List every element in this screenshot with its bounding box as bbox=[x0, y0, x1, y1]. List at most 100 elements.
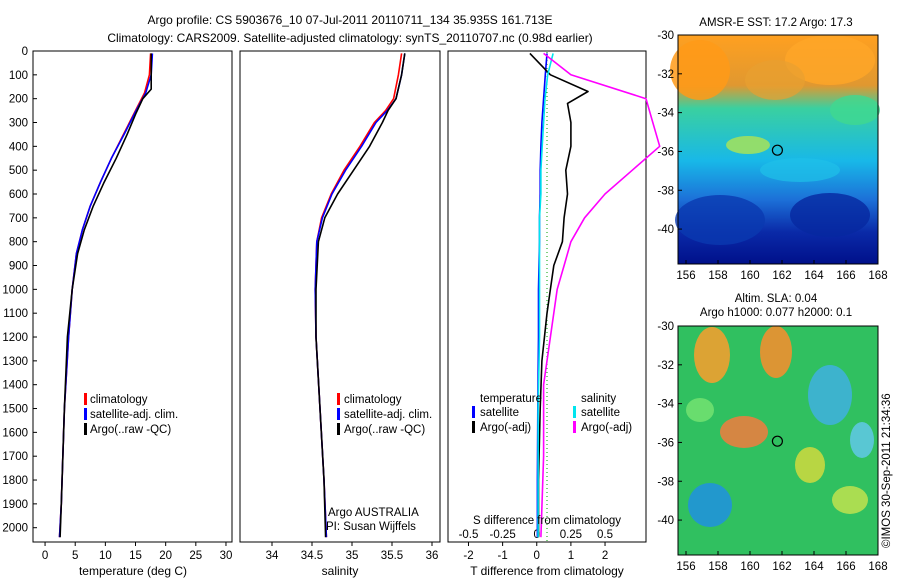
sla-map-lat-tick-label: -34 bbox=[657, 399, 674, 411]
t-difference-label: T difference from climatology bbox=[470, 564, 624, 578]
salinity-axes-frame bbox=[239, 50, 441, 543]
depth-tick-label: 600 bbox=[9, 189, 28, 201]
sla-map-lon-tick-label: 162 bbox=[772, 561, 791, 573]
sst-map-lat-tick-label: -40 bbox=[657, 224, 674, 236]
temperature-x-tick-label: 15 bbox=[129, 550, 142, 562]
depth-tick-label: 300 bbox=[9, 118, 28, 130]
temperature-panel: 0100200300400500600700800900100011001200… bbox=[2, 46, 233, 578]
depth-tick-label: 200 bbox=[9, 94, 28, 106]
sst-map-frame bbox=[677, 34, 879, 265]
legend-label-climatology: climatology bbox=[90, 394, 148, 406]
depth-tick-label: 700 bbox=[9, 213, 28, 225]
sla-map-lat-tick-label: -32 bbox=[657, 360, 674, 372]
sla-map-lon-tick-label: 156 bbox=[676, 561, 695, 573]
sst-map-lon-tick-label: 162 bbox=[772, 270, 791, 282]
sla-map-axes: 156 158 160 162 164 166 168 -30 -32 -34 -36 -38 -40 bbox=[657, 321, 887, 573]
depth-tick-label: 1400 bbox=[2, 380, 28, 392]
difference-s-tick-label: 0.5 bbox=[597, 529, 613, 541]
difference-series-3 bbox=[540, 52, 661, 538]
sla-map-lat-tick-label: -38 bbox=[657, 476, 674, 488]
salinity-x-axis: 34 34.5 35 35.5 36 bbox=[266, 542, 439, 562]
legend-swatch-t-argo bbox=[472, 421, 475, 433]
sst-map-lat-tick-label: -30 bbox=[657, 30, 674, 42]
sla-map-lat-tick-label: -30 bbox=[657, 321, 674, 333]
legend-swatch-t-satellite bbox=[472, 406, 475, 418]
salinity-series-2 bbox=[315, 53, 406, 538]
sst-map-lon-tick-label: 156 bbox=[676, 270, 695, 282]
difference-series-1 bbox=[529, 52, 589, 538]
temperature-x-tick-label: 0 bbox=[42, 550, 48, 562]
depth-tick-label: 1900 bbox=[2, 499, 28, 511]
temperature-legend: climatology satellite-adj. clim. Argo(..… bbox=[84, 393, 178, 436]
sla-map-lat-tick-label: -36 bbox=[657, 437, 674, 449]
depth-tick-label: 1200 bbox=[2, 332, 28, 344]
sst-map-lon-tick-label: 164 bbox=[804, 270, 824, 282]
difference-t-tick-label: 0 bbox=[534, 550, 540, 562]
sst-map-lat-tick-label: -36 bbox=[657, 146, 674, 158]
depth-tick-label: 800 bbox=[9, 237, 28, 249]
difference-legend: temperature salinity satellite Argo(-adj… bbox=[472, 393, 632, 434]
sla-map-lon-tick-label: 158 bbox=[708, 561, 727, 573]
s-difference-label: S difference from climatology bbox=[473, 515, 621, 527]
depth-tick-label: 1800 bbox=[2, 475, 28, 487]
legend-label-satellite: satellite-adj. clim. bbox=[90, 409, 178, 421]
legend-swatch-s-argo bbox=[573, 421, 576, 433]
sst-map-lon-tick-label: 166 bbox=[836, 270, 855, 282]
legend-label-s-satellite: satellite bbox=[581, 407, 620, 419]
legend-label-argo: Argo(..raw -QC) bbox=[344, 424, 425, 436]
figure-title-line1: Argo profile: CS 5903676_10 07-Jul-2011 … bbox=[148, 13, 553, 27]
depth-axis: 0 100 200 300 400 500 600 700 800 900 1000 1100 1200… bbox=[2, 46, 37, 535]
sla-map-frame bbox=[677, 325, 879, 556]
salinity-x-tick-label: 35.5 bbox=[381, 550, 403, 562]
legend-swatch-s-satellite bbox=[573, 406, 576, 418]
difference-t-tick-label: -2 bbox=[463, 550, 473, 562]
imos-watermark: ©IMOS 30-Sep-2011 21:34:36 bbox=[881, 393, 893, 548]
salinity-series bbox=[314, 53, 406, 538]
temperature-x-tick-label: 25 bbox=[189, 550, 202, 562]
float-program-label: Argo AUSTRALIA bbox=[328, 507, 419, 519]
temperature-series-2 bbox=[59, 53, 152, 538]
sst-map-title: AMSR-E SST: 17.2 Argo: 17.3 bbox=[699, 17, 852, 29]
legend-label-s-argo: Argo(-adj) bbox=[581, 422, 632, 434]
depth-tick-label: 1700 bbox=[2, 451, 28, 463]
temperature-x-tick-label: 20 bbox=[159, 550, 172, 562]
legend-swatch-argo bbox=[337, 423, 340, 435]
salinity-x-tick-label: 34.5 bbox=[301, 550, 323, 562]
legend-swatch-argo bbox=[84, 423, 87, 435]
sst-map-lon-tick-label: 160 bbox=[740, 270, 759, 282]
depth-tick-label: 1600 bbox=[2, 427, 28, 439]
salinity-x-tick-label: 36 bbox=[426, 550, 439, 562]
difference-series bbox=[529, 52, 661, 538]
sla-map-lon-tick-label: 164 bbox=[804, 561, 824, 573]
difference-s-tick-label: -0.25 bbox=[490, 529, 516, 541]
legend-label-t-satellite: satellite bbox=[480, 407, 519, 419]
salinity-legend: climatology satellite-adj. clim. Argo(..… bbox=[337, 393, 432, 436]
sst-map-lon-tick-label: 168 bbox=[868, 270, 887, 282]
sst-map-axes: 156 158 160 162 164 166 168 -30 -32 -34 -36 -38 -40 bbox=[657, 30, 887, 282]
legend-label-satellite: satellite-adj. clim. bbox=[344, 409, 432, 421]
legend-label-climatology: climatology bbox=[344, 394, 402, 406]
sla-map-lat-tick-label: -40 bbox=[657, 515, 674, 527]
depth-tick-label: 1500 bbox=[2, 404, 28, 416]
salinity-x-tick-label: 35 bbox=[346, 550, 359, 562]
sla-map-panel: Altim. SLA: 0.04 Argo h1000: 0.077 h2000… bbox=[657, 293, 887, 573]
depth-tick-label: 400 bbox=[9, 141, 28, 153]
sla-map-subtitle: Argo h1000: 0.077 h2000: 0.1 bbox=[700, 307, 852, 319]
depth-tick-label: 500 bbox=[9, 165, 28, 177]
difference-t-tick-label: 1 bbox=[568, 550, 574, 562]
difference-s-tick-label: -0.5 bbox=[459, 529, 479, 541]
sla-map-lon-tick-label: 160 bbox=[740, 561, 759, 573]
difference-s-tick-label: 0.25 bbox=[560, 529, 582, 541]
difference-series-2 bbox=[537, 53, 554, 538]
legend-swatch-climatology bbox=[337, 393, 340, 405]
salinity-x-tick-label: 34 bbox=[266, 550, 279, 562]
temperature-x-label: temperature (deg C) bbox=[79, 564, 187, 578]
salinity-x-label: salinity bbox=[322, 564, 359, 578]
legend-title-temperature: temperature bbox=[480, 393, 542, 405]
sla-field bbox=[686, 326, 874, 527]
difference-t-tick-label: 2 bbox=[602, 550, 608, 562]
legend-swatch-satellite bbox=[84, 408, 87, 420]
depth-tick-label: 1000 bbox=[2, 284, 28, 296]
legend-title-salinity: salinity bbox=[581, 393, 616, 405]
